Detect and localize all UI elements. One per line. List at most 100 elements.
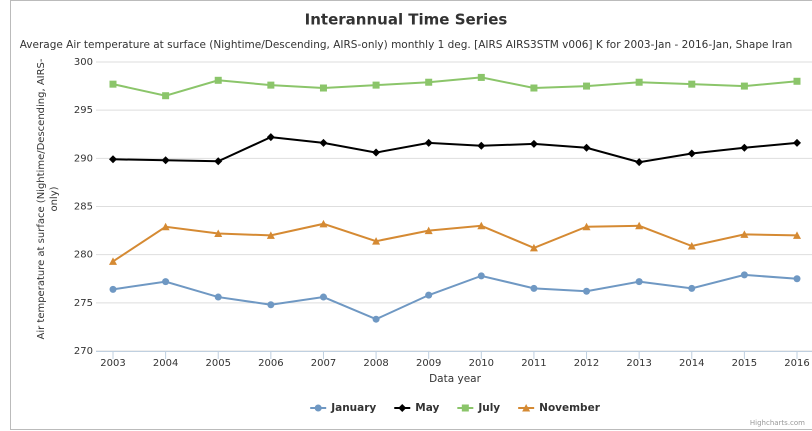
y-tick-label: 290 [74, 153, 93, 164]
x-tick-label: 2007 [311, 358, 336, 369]
series-line [112, 136, 798, 164]
marker [529, 139, 538, 148]
series-line [112, 273, 798, 321]
x-tick-label: 2004 [153, 358, 178, 369]
marker [314, 404, 322, 412]
y-tick-label: 285 [74, 202, 93, 213]
marker [109, 257, 117, 265]
x-tick-label: 2009 [416, 358, 441, 369]
legend-label: July [477, 402, 500, 414]
chart-title: Interannual Time Series [305, 11, 508, 29]
marker [266, 133, 275, 142]
marker [214, 157, 223, 166]
marker [425, 291, 433, 299]
marker [267, 301, 275, 309]
marker [477, 221, 486, 230]
marker [214, 293, 222, 301]
marker [687, 241, 696, 250]
marker [372, 81, 380, 89]
x-tick-label: 2010 [469, 358, 494, 369]
y-tick-label: 300 [74, 57, 93, 68]
marker [582, 143, 591, 152]
marker [582, 222, 591, 231]
x-tick-label: 2013 [626, 358, 651, 369]
legend-item[interactable]: July [457, 402, 500, 414]
legend-item[interactable]: November [518, 402, 601, 414]
y-tick-label: 295 [74, 105, 93, 116]
marker [583, 287, 591, 295]
marker [688, 284, 696, 292]
series-line [112, 76, 798, 97]
x-tick-label: 2011 [521, 358, 546, 369]
x-tick-label: 2006 [258, 358, 283, 369]
marker [319, 219, 328, 228]
marker [477, 272, 485, 280]
marker [522, 404, 531, 412]
marker [530, 84, 538, 92]
marker [793, 77, 801, 85]
x-tick-label: 2008 [363, 358, 388, 369]
marker [583, 82, 591, 90]
chart-subtitle: Average Air temperature at surface (Nigh… [20, 39, 793, 51]
marker [109, 285, 117, 293]
marker [372, 315, 380, 323]
y-tick-label: 275 [74, 298, 93, 309]
marker [319, 84, 327, 92]
marker [319, 293, 327, 301]
legend-label: May [415, 402, 439, 414]
marker [214, 229, 223, 237]
marker [740, 230, 749, 238]
legend-item[interactable]: May [394, 402, 439, 414]
chart-frame [10, 0, 812, 430]
marker [530, 284, 538, 292]
x-tick-label: 2005 [206, 358, 231, 369]
y-tick-label: 270 [74, 346, 93, 357]
marker [425, 78, 433, 86]
marker [267, 81, 275, 89]
marker [398, 404, 407, 412]
legend-label: January [330, 402, 376, 414]
x-tick-label: 2003 [100, 358, 125, 369]
legend-item[interactable]: January [310, 402, 376, 414]
marker [372, 237, 381, 245]
x-tick-label: 2012 [574, 358, 599, 369]
marker [740, 143, 749, 152]
marker [109, 155, 117, 164]
marker [477, 141, 486, 150]
marker [687, 149, 696, 158]
marker [635, 221, 644, 230]
marker [793, 231, 801, 239]
marker [635, 278, 643, 286]
marker [319, 138, 328, 147]
marker [740, 82, 748, 90]
x-tick-label: 2015 [732, 358, 757, 369]
marker [529, 243, 538, 252]
y-axis-label: Air temperature at surface (Nightime/Des… [36, 58, 60, 340]
marker [793, 275, 801, 283]
legend: January May July November [310, 402, 601, 414]
marker [635, 158, 644, 167]
x-tick-label: 2014 [679, 358, 704, 369]
y-tick-label: 280 [74, 250, 93, 261]
marker [424, 138, 433, 147]
marker [740, 271, 748, 279]
x-axis-label: Data year [429, 373, 482, 385]
marker [477, 73, 485, 81]
marker [793, 138, 801, 147]
marker [214, 76, 222, 84]
marker [266, 231, 275, 239]
marker [162, 92, 170, 100]
marker [424, 226, 433, 235]
marker [161, 156, 170, 165]
marker [109, 80, 117, 88]
marker [461, 404, 469, 412]
marker [635, 78, 643, 86]
legend-label: November [539, 402, 601, 414]
marker [161, 222, 170, 231]
marker [162, 278, 170, 286]
credits: Highcharts.com [750, 419, 805, 427]
series-line [112, 222, 798, 263]
x-tick-label: 2016 [784, 358, 809, 369]
